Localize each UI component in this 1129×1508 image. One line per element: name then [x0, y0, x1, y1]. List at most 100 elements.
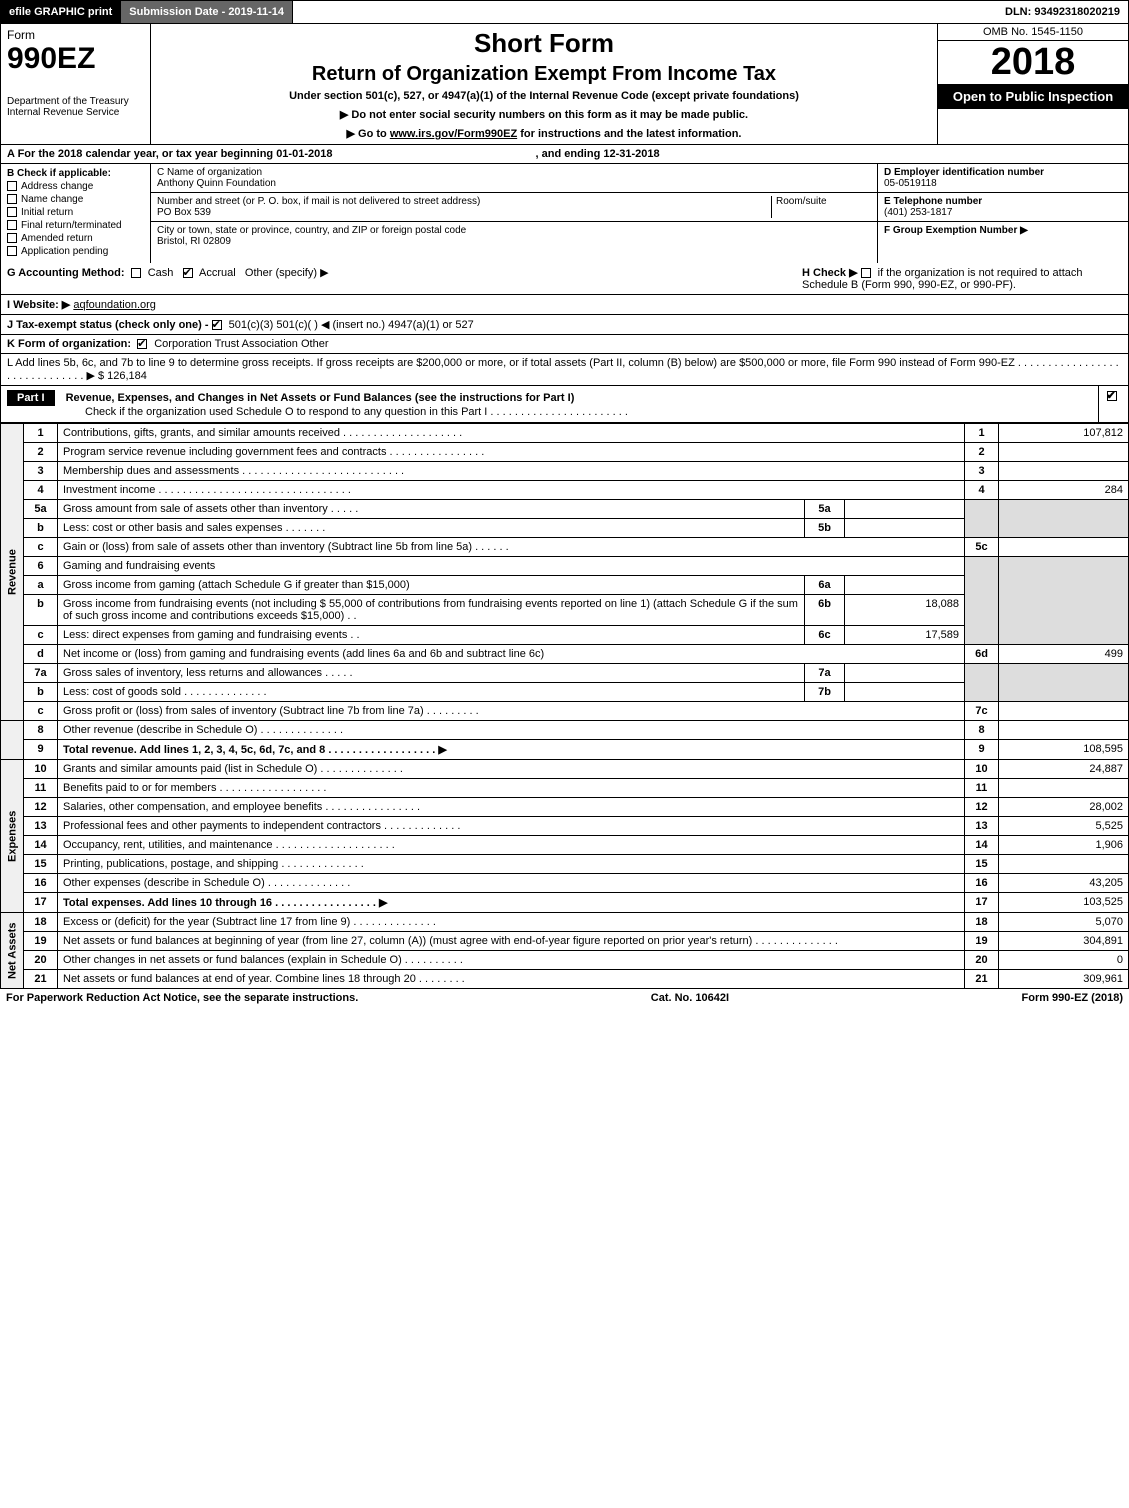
short-form-title: Short Form	[157, 28, 931, 59]
irs-link[interactable]: www.irs.gov/Form990EZ	[390, 128, 517, 140]
box-b: B Check if applicable: Address change Na…	[1, 164, 151, 263]
street-value: PO Box 539	[157, 207, 211, 218]
box-k-label: K Form of organization:	[7, 338, 131, 350]
box-e-label: E Telephone number	[884, 196, 982, 207]
box-j-opts: 501(c)(3) 501(c)( ) ◀ (insert no.) 4947(…	[229, 319, 474, 331]
box-l-text: L Add lines 5b, 6c, and 7b to line 9 to …	[7, 357, 1119, 382]
line-6c-value: 17,589	[845, 626, 965, 645]
form-word: Form	[7, 28, 144, 42]
line-5a-text: Gross amount from sale of assets other t…	[58, 500, 805, 519]
checkbox-corporation[interactable]	[137, 339, 147, 349]
line-12-value: 28,002	[999, 798, 1129, 817]
warn-link: ▶ Go to www.irs.gov/Form990EZ for instru…	[157, 127, 931, 140]
line-7c-text: Gross profit or (loss) from sales of inv…	[58, 702, 965, 721]
line-7b-text: Less: cost of goods sold . . . . . . . .…	[58, 683, 805, 702]
side-label-revenue: Revenue	[1, 424, 24, 721]
part-1-header: Part I Revenue, Expenses, and Changes in…	[0, 386, 1129, 423]
line-7c-value	[999, 702, 1129, 721]
dln: DLN: 93492318020219	[997, 1, 1128, 23]
ein-value: 05-0519118	[884, 178, 937, 189]
irs-label: Internal Revenue Service	[7, 107, 144, 118]
period-end: , and ending 12-31-2018	[536, 148, 660, 160]
city-value: Bristol, RI 02809	[157, 236, 231, 247]
box-h-label: H Check ▶	[802, 267, 858, 279]
part-1-title: Revenue, Expenses, and Changes in Net As…	[66, 392, 575, 404]
checkbox-h[interactable]	[861, 268, 871, 278]
side-label-expenses: Expenses	[1, 760, 24, 913]
org-name: Anthony Quinn Foundation	[157, 178, 276, 189]
line-5b-text: Less: cost or other basis and sales expe…	[58, 519, 805, 538]
row-k: K Form of organization: Corporation Trus…	[0, 335, 1129, 354]
line-3-value	[999, 462, 1129, 481]
checkbox-final-return[interactable]	[7, 220, 17, 230]
side-label-netassets: Net Assets	[1, 913, 24, 989]
line-10-text: Grants and similar amounts paid (list in…	[58, 760, 965, 779]
line-5a-value	[845, 500, 965, 519]
line-12-text: Salaries, other compensation, and employ…	[58, 798, 965, 817]
line-16-value: 43,205	[999, 874, 1129, 893]
line-6b-value: 18,088	[845, 595, 965, 626]
checkbox-501c3[interactable]	[212, 320, 222, 330]
website-value[interactable]: aqfoundation.org	[73, 299, 156, 311]
row-l: L Add lines 5b, 6c, and 7b to line 9 to …	[0, 354, 1129, 386]
line-7a-value	[845, 664, 965, 683]
line-1-value: 107,812	[999, 424, 1129, 443]
warn-ssn: ▶ Do not enter social security numbers o…	[157, 108, 931, 121]
checkbox-name-change[interactable]	[7, 194, 17, 204]
submission-date: Submission Date - 2019-11-14	[121, 1, 293, 23]
row-a-period: A For the 2018 calendar year, or tax yea…	[0, 145, 1129, 164]
phone-value: (401) 253-1817	[884, 207, 952, 218]
line-18-value: 5,070	[999, 913, 1129, 932]
line-13-text: Professional fees and other payments to …	[58, 817, 965, 836]
subtitle: Under section 501(c), 527, or 4947(a)(1)…	[157, 90, 931, 102]
line-10-value: 24,887	[999, 760, 1129, 779]
line-17-value: 103,525	[999, 893, 1129, 913]
line-6a-text: Gross income from gaming (attach Schedul…	[58, 576, 805, 595]
period-begin: A For the 2018 calendar year, or tax yea…	[7, 148, 332, 160]
form-header: Form 990EZ Department of the Treasury In…	[0, 24, 1129, 145]
box-c-label: C Name of organization	[157, 167, 262, 178]
tax-year: 2018	[938, 41, 1128, 85]
box-def: D Employer identification number 05-0519…	[878, 164, 1128, 263]
row-gh: G Accounting Method: Cash Accrual Other …	[0, 263, 1129, 295]
line-8-text: Other revenue (describe in Schedule O) .…	[58, 721, 965, 740]
row-i: I Website: ▶ aqfoundation.org	[0, 295, 1129, 315]
line-20-text: Other changes in net assets or fund bala…	[58, 951, 965, 970]
footer-left: For Paperwork Reduction Act Notice, see …	[6, 992, 358, 1004]
line-11-value	[999, 779, 1129, 798]
form-number: 990EZ	[7, 42, 144, 76]
checkbox-part1-schedule-o[interactable]	[1107, 391, 1117, 401]
line-14-text: Occupancy, rent, utilities, and maintena…	[58, 836, 965, 855]
omb-number: OMB No. 1545-1150	[938, 24, 1128, 41]
efile-graphic-print: efile GRAPHIC print	[1, 1, 121, 23]
checkbox-cash[interactable]	[131, 268, 141, 278]
box-b-title: B Check if applicable:	[7, 168, 111, 179]
line-18-text: Excess or (deficit) for the year (Subtra…	[58, 913, 965, 932]
part-1-check-line: Check if the organization used Schedule …	[85, 406, 628, 418]
checkbox-amended-return[interactable]	[7, 233, 17, 243]
return-title: Return of Organization Exempt From Incom…	[157, 63, 931, 86]
line-5c-text: Gain or (loss) from sale of assets other…	[58, 538, 965, 557]
checkbox-accrual[interactable]	[183, 268, 193, 278]
info-grid: B Check if applicable: Address change Na…	[0, 164, 1129, 263]
checkbox-initial-return[interactable]	[7, 207, 17, 217]
line-20-value: 0	[999, 951, 1129, 970]
box-j-label: J Tax-exempt status (check only one) -	[7, 319, 209, 331]
top-bar: efile GRAPHIC print Submission Date - 20…	[0, 0, 1129, 24]
checkbox-address-change[interactable]	[7, 181, 17, 191]
line-6-text: Gaming and fundraising events	[58, 557, 965, 576]
topbar-spacer	[293, 1, 997, 23]
line-7b-value	[845, 683, 965, 702]
line-4-text: Investment income . . . . . . . . . . . …	[58, 481, 965, 500]
line-6d-text: Net income or (loss) from gaming and fun…	[58, 645, 965, 664]
line-9-text: Total revenue. Add lines 1, 2, 3, 4, 5c,…	[58, 740, 965, 760]
line-21-text: Net assets or fund balances at end of ye…	[58, 970, 965, 989]
line-6a-value	[845, 576, 965, 595]
line-8-value	[999, 721, 1129, 740]
line-15-text: Printing, publications, postage, and shi…	[58, 855, 965, 874]
line-2-value	[999, 443, 1129, 462]
box-c: C Name of organization Anthony Quinn Fou…	[151, 164, 878, 263]
checkbox-application-pending[interactable]	[7, 246, 17, 256]
department-label: Department of the Treasury	[7, 96, 144, 107]
box-g-label: G Accounting Method:	[7, 267, 125, 279]
